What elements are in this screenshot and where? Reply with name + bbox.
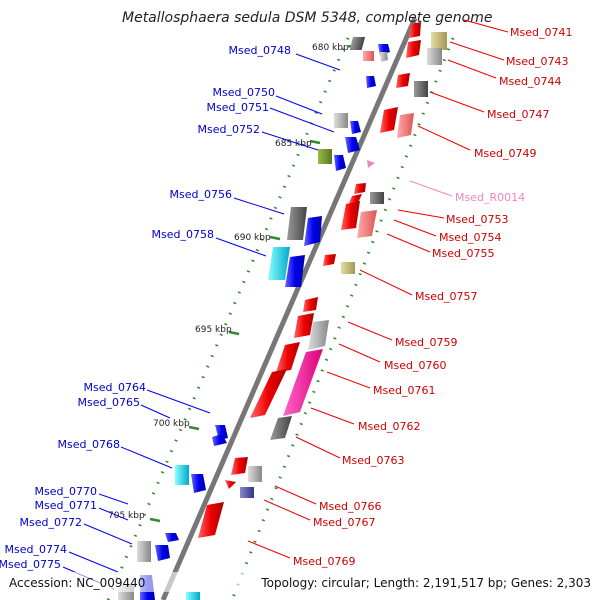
gene-glyph [303,297,318,312]
gene-glyph [380,107,398,133]
gene-glyph [367,160,375,168]
gene-glyph [414,81,428,97]
gene-glyph [285,255,305,287]
gene-glyph [334,113,348,128]
gene-label-rna[interactable]: Msed_R0014 [455,191,525,204]
gene-label-left[interactable]: Msed_0765 [78,396,140,409]
gene-glyph [191,474,206,493]
gene-label-left[interactable]: Msed_0774 [5,543,67,556]
kbp-label: 695 kbp [195,325,232,335]
gene-label-left[interactable]: Msed_0751 [207,101,269,114]
left-leader-lines [62,53,341,584]
gene-glyph [283,349,323,416]
kbp-label: 700 kbp [153,419,190,429]
genome-backbone [160,17,418,600]
gene-label-left[interactable]: Msed_0750 [213,86,275,99]
gene-label-left[interactable]: Msed_0768 [58,438,120,451]
right-leader-lines [247,19,509,559]
gene-glyph [349,37,366,50]
gene-label-right[interactable]: Msed_0767 [313,516,375,529]
gene-glyph [198,502,224,538]
gene-label-left[interactable]: Msed_0752 [198,123,260,136]
gene-label-left[interactable]: Msed_0775 [0,558,61,571]
kbp-label: 680 kbp [312,43,349,53]
gene-glyph [268,247,290,280]
gene-glyph [349,194,362,203]
gene-glyph [323,254,336,266]
kbp-ticks [149,44,359,523]
gene-glyph [366,76,376,88]
gene-label-left[interactable]: Msed_0758 [152,228,214,241]
gene-glyph [427,48,442,65]
gene-label-right[interactable]: Msed_0763 [342,454,404,467]
gene-glyph [370,192,384,204]
gene-label-right[interactable]: Msed_0766 [319,500,381,513]
gene-glyph [350,121,361,134]
gene-label-right[interactable]: Msed_0757 [415,290,477,303]
gene-glyph [318,149,332,164]
right-gene-glyphs [186,22,447,600]
gene-glyph [396,73,410,88]
gene-glyph [431,32,447,50]
gene-label-right[interactable]: Msed_0762 [358,420,420,433]
gene-label-right[interactable]: Msed_0743 [506,55,568,68]
gene-glyph [240,487,254,498]
gene-glyph [165,533,179,542]
gene-label-right[interactable]: Msed_0744 [499,75,561,88]
gene-label-left[interactable]: Msed_0772 [20,516,82,529]
topology-text: Topology: circular; Length: 2,191,517 bp… [260,576,591,590]
gene-label-right[interactable]: Msed_0761 [373,384,435,397]
gene-glyph [270,416,292,440]
gene-glyph [406,40,421,58]
footer-band [0,572,600,592]
gene-label-left[interactable]: Msed_0748 [229,44,291,57]
gene-glyph [304,216,322,246]
gene-glyph [354,183,366,194]
gene-glyph [287,207,307,240]
map-title: Metallosphaera sedula DSM 5348, complete… [122,10,492,26]
gene-label-right[interactable]: Msed_0759 [395,336,457,349]
gene-label-right[interactable]: Msed_0754 [439,231,501,244]
gene-glyph [345,137,360,153]
gene-glyph [248,466,262,482]
gene-glyph [308,320,329,350]
gene-label-right[interactable]: Msed_0747 [487,108,549,121]
gene-glyph [276,342,300,372]
gene-glyph [363,51,374,61]
gene-glyph [250,369,287,418]
gene-glyph [357,210,377,238]
gene-glyph [397,113,414,138]
gene-label-right[interactable]: Msed_0753 [446,213,508,226]
accession-text: Accession: NC_009440 [9,576,145,590]
gene-label-right[interactable]: Msed_0755 [432,247,494,260]
gene-glyph [186,592,200,600]
gene-label-right[interactable]: Msed_0769 [293,555,355,568]
gene-glyph [175,465,189,485]
gene-label-right[interactable]: Msed_0760 [384,359,446,372]
gene-glyph [409,22,421,38]
gene-glyph [225,480,236,489]
gene-label-left[interactable]: Msed_0764 [84,381,146,394]
gene-glyph [380,52,388,62]
gene-glyph [334,155,346,171]
gene-label-right[interactable]: Msed_0749 [474,147,536,160]
kbp-label: 690 kbp [234,233,271,243]
gene-glyph [212,434,227,446]
gene-glyph [341,201,360,230]
gene-glyph [294,313,314,338]
gene-glyph [137,541,151,562]
gene-label-left[interactable]: Msed_0756 [170,188,232,201]
gene-label-left[interactable]: Msed_0770 [35,485,97,498]
kbp-label: 705 kbp [108,511,145,521]
rna-leader-line [409,180,453,197]
gene-label-left[interactable]: Msed_0771 [35,499,97,512]
gene-glyph [341,262,355,274]
gene-glyph [231,457,248,475]
kbp-label: 685 kbp [275,139,312,149]
gene-glyph [155,545,170,561]
gene-label-right[interactable]: Msed_0741 [510,26,572,39]
